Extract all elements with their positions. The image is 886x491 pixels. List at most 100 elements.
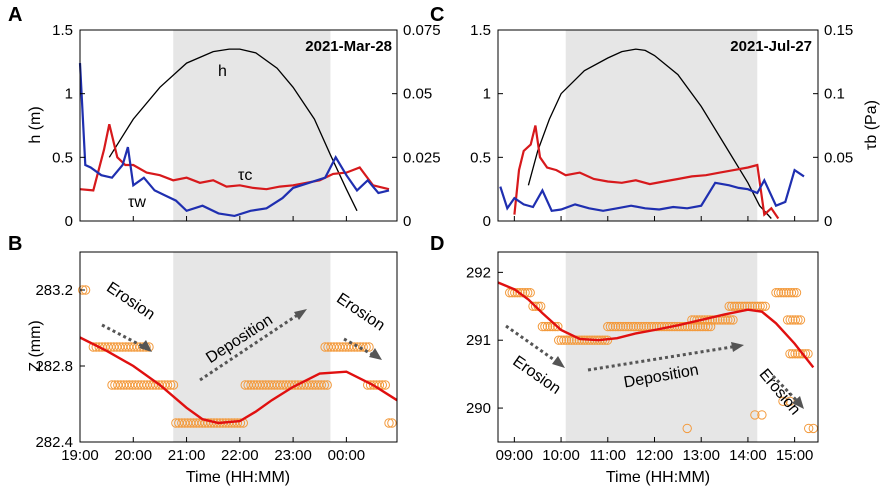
panel-a-h-annotation: h xyxy=(218,63,227,80)
panel-d-ytick-label: 292 xyxy=(466,264,491,281)
panel-c-frame xyxy=(497,29,819,222)
panel-d-observation xyxy=(572,335,582,345)
panel-d-observation xyxy=(776,288,786,298)
panel-c-ytick-left-label: 0 xyxy=(483,213,491,230)
panel-b-observation xyxy=(358,342,368,352)
panel-b-observation xyxy=(232,418,243,428)
panel-d-ytick-label: 291 xyxy=(466,332,491,349)
panel-d-fit-line xyxy=(497,281,815,369)
panel-d-observation xyxy=(564,335,574,345)
panel-d-observation xyxy=(677,321,687,332)
panel-b-ticks: 282.4 282.8 283.2 19:00 20:00 21:00 22:00 23:00… xyxy=(35,282,365,464)
panel-d-observation xyxy=(613,321,623,332)
panel-d-observation xyxy=(631,321,641,332)
panel-d-observation xyxy=(790,349,800,359)
panel-d-observation xyxy=(608,321,618,332)
panel-a-tau-c-annotation: τc xyxy=(238,167,252,184)
panel-d-xlabel: Time (HH:MM) xyxy=(606,469,710,486)
panel-a-ytick-left-label: 0 xyxy=(65,213,73,230)
panel-d-observation xyxy=(545,321,555,332)
panel-d-observation xyxy=(530,301,541,311)
panel-d-observation xyxy=(793,315,803,325)
panel-c-ytick-left-label: 1 xyxy=(483,86,491,103)
panel-d-observation xyxy=(512,288,523,298)
panel-d-observation xyxy=(789,288,799,298)
panel-b-xtick-label: 00:00 xyxy=(328,447,366,464)
panel-d-observation xyxy=(757,301,768,311)
panel-d-observation xyxy=(553,321,563,332)
panel-a-series-tau-c xyxy=(79,123,390,192)
panel-d-observation xyxy=(782,315,793,325)
panel-c-shade xyxy=(565,30,758,221)
panel-d-observation xyxy=(556,335,566,345)
panel-b-xtick-label: 22:00 xyxy=(221,447,259,464)
panel-c-ytick-right-label: 0.15 xyxy=(824,22,853,39)
panel-b-arrows xyxy=(101,309,382,382)
panel-d-observation xyxy=(781,288,791,298)
panel-b-observation xyxy=(377,380,387,390)
panel-b-xlabel: Time (HH:MM) xyxy=(186,469,290,486)
panel-d-observation xyxy=(732,301,742,311)
panel-d-observation xyxy=(771,288,781,298)
panel-d-observation xyxy=(540,321,550,332)
panel-d-observation xyxy=(773,288,784,298)
panel-d-observation xyxy=(786,288,797,298)
panel-d-observation xyxy=(724,301,734,311)
panel-d-observation xyxy=(723,315,733,325)
panel-d-xtick-label: 13:00 xyxy=(682,447,720,464)
panel-d-observation xyxy=(757,410,767,420)
panel-d-xtick-label: 14:00 xyxy=(729,447,767,464)
panel-b-xtick-label: 19:00 xyxy=(61,447,99,464)
panel-c-date-label: 2021-Jul-27 xyxy=(730,38,812,55)
panel-d-observation xyxy=(788,315,798,325)
panel-a-ytick-right-label: 0.05 xyxy=(403,86,432,103)
panel-b-observation xyxy=(380,380,390,390)
panel-a: 0 0.5 1 1.5 0 0.025 0.05 0.075 A 2021-Mar-28 h … xyxy=(8,4,441,230)
panel-d-observation xyxy=(628,321,639,332)
panel-b-frame xyxy=(79,251,398,443)
panel-d-observation xyxy=(525,288,535,298)
panel-d-letter: D xyxy=(430,233,444,255)
panel-b-label-erosion-2: Erosion xyxy=(333,290,387,334)
panel-a-letter: A xyxy=(8,4,22,26)
panel-b-ytick-label: 283.2 xyxy=(35,282,73,299)
panel-b-xtick-label: 21:00 xyxy=(168,447,206,464)
panel-d-observation xyxy=(523,288,533,298)
panel-d-frame xyxy=(497,251,819,443)
panel-b-observation xyxy=(162,380,173,390)
panel-d-observation xyxy=(633,321,644,332)
panel-b-observation xyxy=(384,418,394,428)
panel-d-observation xyxy=(790,315,800,325)
panel-b-xtick-label: 20:00 xyxy=(115,447,153,464)
panel-c-ytick-right-label: 0.05 xyxy=(824,149,853,166)
panel-d-observation xyxy=(542,321,553,332)
panel-d-observation xyxy=(559,335,569,345)
panel-b-fit-line xyxy=(79,336,398,425)
panel-b-observation xyxy=(319,380,329,390)
panel-d-observation xyxy=(779,288,789,298)
panel-a-ytick-left-label: 1 xyxy=(65,86,73,103)
panel-d-observation xyxy=(680,321,690,332)
panel-d-observation xyxy=(682,423,692,434)
panel-d-observation xyxy=(720,315,730,325)
panel-d-arrows xyxy=(505,324,804,409)
panel-c-ytick-left-label: 1.5 xyxy=(470,22,491,39)
panel-c-series-h xyxy=(527,48,772,219)
panel-a-frame xyxy=(79,29,398,222)
panel-d-ytick-label: 290 xyxy=(466,400,491,417)
panel-c-ytick-right-label: 0 xyxy=(824,213,832,230)
panel-d-observation xyxy=(795,315,806,325)
panel-b-marks xyxy=(78,285,398,428)
panel-b-observation xyxy=(387,418,397,428)
panel-d-observation xyxy=(603,321,613,332)
panel-b-observation xyxy=(168,380,179,390)
panel-d-observation xyxy=(785,315,795,325)
panel-d-observation xyxy=(515,288,525,298)
panel-d-ticks: 290 291 292 09:00 10:00 11:00 12:00 13:00 14:00 1… xyxy=(466,264,813,464)
panel-d-observation xyxy=(626,321,636,332)
panel-c-ticks: 0 0.5 1 1.5 0 0.05 0.1 0.15 xyxy=(470,22,853,230)
panel-d-xtick-label: 10:00 xyxy=(542,447,580,464)
panel-c-series-tau-c xyxy=(513,125,780,220)
panel-b: 282.4 282.8 283.2 19:00 20:00 21:00 22:00 23:00… xyxy=(8,233,398,486)
